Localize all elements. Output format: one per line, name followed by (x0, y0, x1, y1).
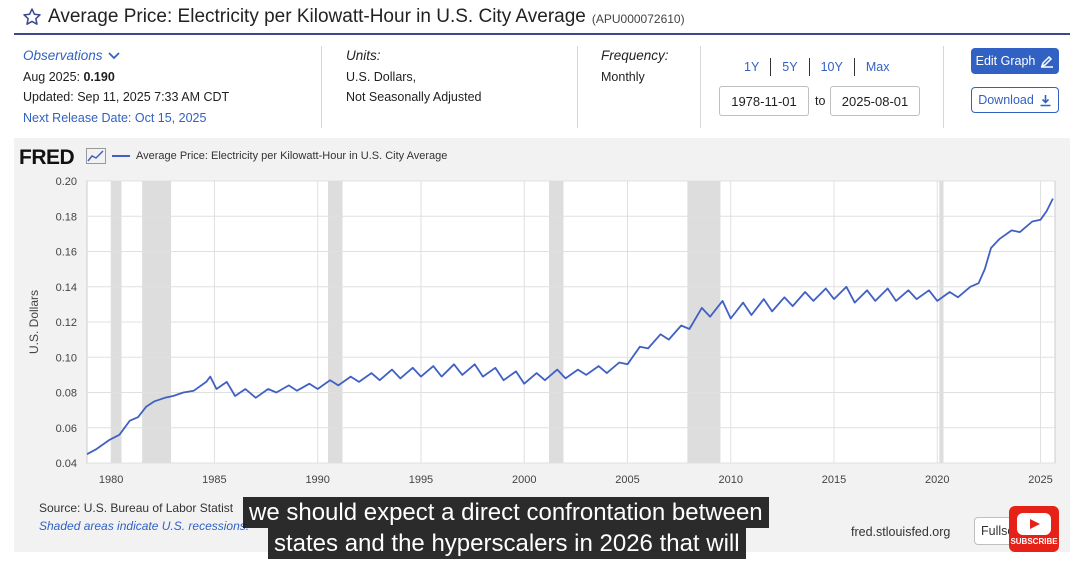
y-tick-label: 0.18 (56, 211, 77, 223)
range-5y-button[interactable]: 5Y (782, 60, 798, 74)
y-tick-label: 0.04 (56, 458, 77, 470)
source-text: Source: U.S. Bureau of Labor Statist (39, 501, 234, 515)
divider (577, 46, 578, 128)
divider (943, 46, 944, 128)
x-tick-label: 1995 (409, 474, 433, 486)
chart-legend: Average Price: Electricity per Kilowatt-… (112, 150, 447, 162)
to-label: to (815, 94, 826, 108)
x-tick-label: 1985 (202, 474, 226, 486)
x-tick-label: 1980 (99, 474, 123, 486)
x-tick-label: 2015 (822, 474, 846, 486)
x-tick-label: 2010 (719, 474, 743, 486)
range-1y-button[interactable]: 1Y (744, 60, 760, 74)
download-button[interactable]: Download (971, 87, 1059, 113)
range-separator (808, 58, 810, 76)
units-block: Units: U.S. Dollars, Not Seasonally Adju… (346, 46, 482, 108)
observation-value: 0.190 (83, 69, 115, 84)
chevron-down-icon (107, 52, 120, 60)
range-buttons: 1Y 5Y 10Y Max (733, 58, 900, 76)
series-line (86, 198, 1054, 455)
units-line-2: Not Seasonally Adjusted (346, 90, 482, 104)
legend-label: Average Price: Electricity per Kilowatt-… (136, 150, 448, 162)
range-separator (853, 58, 855, 76)
y-tick-label: 0.08 (56, 388, 77, 400)
y-tick-label: 0.16 (56, 247, 77, 259)
latest-observation: Aug 2025: 0.190 (23, 67, 229, 88)
download-icon (1040, 94, 1051, 106)
fred-graph-icon (86, 148, 106, 164)
video-caption-line-2: states and the hyperscalers in 2026 that… (268, 528, 746, 559)
star-icon[interactable] (22, 7, 42, 27)
recession-note[interactable]: Shaded areas indicate U.S. recessions. (39, 519, 250, 533)
frequency-block: Frequency: Monthly (601, 46, 669, 87)
video-caption-line-1: we should expect a direct confrontation … (243, 497, 769, 528)
x-tick-label: 2000 (512, 474, 536, 486)
youtube-icon (1017, 512, 1051, 535)
units-label: Units: (346, 48, 381, 63)
edit-icon (1041, 55, 1054, 68)
observations-block: Observations Aug 2025: 0.190 Updated: Se… (23, 46, 229, 128)
divider (321, 46, 322, 128)
frequency-label: Frequency: (601, 48, 669, 63)
subscribe-label: SUBSCRIBE (1010, 536, 1058, 546)
next-release-link[interactable]: Next Release Date: Oct 15, 2025 (23, 110, 207, 125)
title-row: Average Price: Electricity per Kilowatt-… (22, 4, 685, 30)
divider (700, 46, 701, 128)
observations-dropdown[interactable]: Observations (23, 46, 229, 67)
x-tick-label: 1990 (305, 474, 329, 486)
fred-logo: FRED (19, 146, 75, 169)
x-tick-label: 2020 (925, 474, 949, 486)
x-tick-label: 2025 (1028, 474, 1052, 486)
download-label: Download (978, 93, 1034, 107)
end-date-input[interactable]: 2025-08-01 (830, 86, 920, 116)
observation-date: Aug 2025: (23, 69, 80, 84)
fred-url[interactable]: fred.stlouisfed.org (851, 525, 951, 539)
y-tick-label: 0.14 (56, 282, 77, 294)
y-tick-label: 0.20 (56, 176, 77, 188)
x-tick-label: 2005 (615, 474, 639, 486)
legend-swatch (112, 155, 130, 157)
y-tick-label: 0.06 (56, 423, 77, 435)
edit-graph-label: Edit Graph (975, 54, 1036, 68)
updated-text: Updated: Sep 11, 2025 7:33 AM CDT (23, 90, 230, 104)
start-date-input[interactable]: 1978-11-01 (719, 86, 809, 116)
frequency-value: Monthly (601, 69, 645, 84)
title-rule (14, 33, 1070, 35)
range-max-button[interactable]: Max (865, 60, 890, 74)
subscribe-button[interactable]: SUBSCRIBE (1009, 506, 1059, 552)
range-separator (770, 58, 772, 76)
y-tick-label: 0.10 (56, 352, 77, 364)
range-10y-button[interactable]: 10Y (820, 60, 843, 74)
page-title: Average Price: Electricity per Kilowatt-… (48, 6, 586, 27)
series-id: (APU000072610) (591, 11, 685, 26)
y-tick-label: 0.12 (56, 317, 77, 329)
y-axis-label: U.S. Dollars (27, 290, 41, 354)
observations-label: Observations (23, 48, 103, 63)
edit-graph-button[interactable]: Edit Graph (971, 48, 1059, 74)
units-line-1: U.S. Dollars, (346, 69, 417, 84)
